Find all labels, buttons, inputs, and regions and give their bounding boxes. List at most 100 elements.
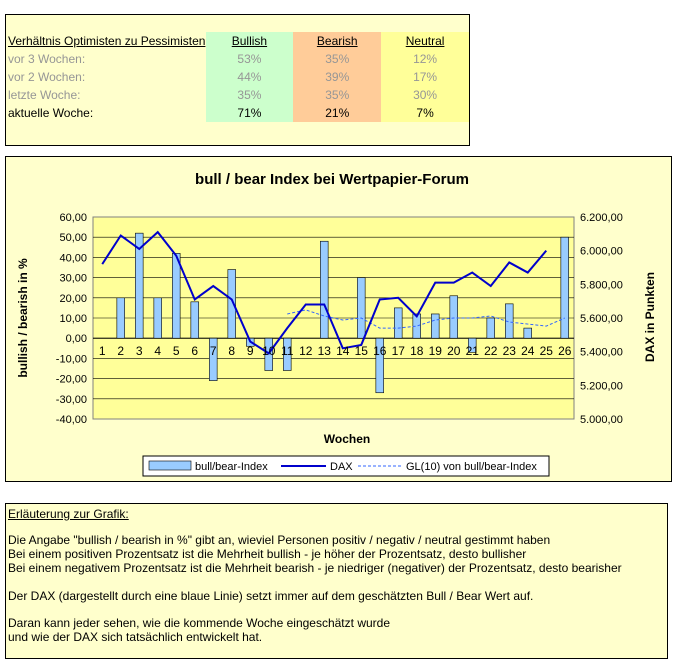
y-tick-label: 0,00 xyxy=(66,333,87,345)
x-tick-label: 25 xyxy=(540,344,554,358)
bar xyxy=(560,236,569,339)
dax-line xyxy=(101,230,548,355)
y-tick-label: -20,00 xyxy=(56,374,87,386)
table-row: vor 3 Wochen: 53% 35% 12% xyxy=(6,50,469,68)
explanation-line: Bei einem positiven Prozentsatz ist die … xyxy=(8,547,527,561)
table-row: letzte Woche: 35% 35% 30% xyxy=(6,86,469,104)
x-tick-label: 15 xyxy=(355,344,369,358)
legend-label-dax: DAX xyxy=(330,461,353,473)
y-tick-label: -40,00 xyxy=(56,414,87,426)
x-tick-label: 14 xyxy=(336,344,350,358)
bar xyxy=(116,297,125,339)
x-tick-label: 19 xyxy=(429,344,443,358)
y-tick-label: -10,00 xyxy=(56,353,87,365)
bar xyxy=(505,303,514,339)
cell-neutral: 7% xyxy=(381,104,469,122)
sentiment-table-panel: Verhältnis Optimisten zu Pessimisten Bul… xyxy=(5,14,470,146)
y2-axis-ticks: 6.200,00 6.000,00 5.800,00 5.600,00 5.400,00… xyxy=(580,212,623,426)
ma-line xyxy=(287,309,565,329)
cell-bullish: 35% xyxy=(205,86,294,104)
moving-average-series xyxy=(287,309,565,329)
cell-bullish: 71% xyxy=(205,104,294,122)
x-tick-label: 16 xyxy=(373,344,387,358)
x-tick-label: 18 xyxy=(410,344,424,358)
x-tick-label: 13 xyxy=(318,344,332,358)
y-axis-ticks: 60,00 50,00 40,00 30,00 20,00 10,00 0,00 -10,00… xyxy=(56,212,87,426)
bar xyxy=(227,269,236,339)
row-label: aktuelle Woche: xyxy=(8,106,94,120)
x-tick-label: 2 xyxy=(117,344,124,358)
x-tick-label: 7 xyxy=(210,344,217,358)
x-tick-label: 4 xyxy=(154,344,161,358)
bar xyxy=(486,317,495,339)
y-tick-label: 60,00 xyxy=(59,212,87,224)
row-label: vor 2 Wochen: xyxy=(8,70,86,84)
x-tick-label: 6 xyxy=(191,344,198,358)
x-tick-label: 11 xyxy=(281,344,294,358)
y2-tick-label: 5.400,00 xyxy=(580,347,623,359)
y2-tick-label: 5.800,00 xyxy=(580,279,623,291)
x-axis-label: Wochen xyxy=(324,432,370,446)
cell-bearish: 35% xyxy=(293,50,382,68)
legend-box xyxy=(142,455,550,477)
col-header-bearish: Bearish xyxy=(293,32,382,50)
bar xyxy=(190,301,199,339)
x-tick-label: 5 xyxy=(173,344,180,358)
cell-bullish: 44% xyxy=(205,68,294,86)
bull-bear-chart: bull / bear Index bei Wertpapier-Forum 1… xyxy=(16,171,657,477)
bar xyxy=(449,295,458,339)
y-tick-label: 10,00 xyxy=(59,313,87,325)
legend-label-bars: bull/bear-Index xyxy=(195,461,268,473)
row-label: vor 3 Wochen: xyxy=(8,52,86,66)
legend: bull/bear-Index DAX GL(10) von bull/bear… xyxy=(142,455,550,477)
x-tick-label: 3 xyxy=(136,344,143,358)
col-header-bullish: Bullish xyxy=(205,32,294,50)
explanation-panel: Erläuterung zur Grafik: Die Angabe "bull… xyxy=(5,503,668,659)
y2-axis-label: DAX in Punkten xyxy=(643,272,657,362)
cell-neutral: 12% xyxy=(381,50,469,68)
chart-panel: bull / bear Index bei Wertpapier-Forum 1… xyxy=(5,156,672,482)
y-tick-label: 40,00 xyxy=(59,252,87,264)
y2-tick-label: 5.600,00 xyxy=(580,313,623,325)
y-tick-label: 30,00 xyxy=(59,273,87,285)
cell-neutral: 30% xyxy=(381,86,469,104)
bar xyxy=(172,253,181,339)
explanation-line: Die Angabe "bullish / bearish in %" gibt… xyxy=(8,533,551,547)
y2-tick-label: 5.000,00 xyxy=(580,414,623,426)
dax-series xyxy=(101,230,548,355)
table-row: vor 2 Wochen: 44% 39% 17% xyxy=(6,68,469,86)
x-tick-label: 23 xyxy=(503,344,517,358)
cell-bearish: 39% xyxy=(293,68,382,86)
bar xyxy=(523,327,532,339)
cell-bearish: 35% xyxy=(293,86,382,104)
x-tick-label: 22 xyxy=(484,344,498,358)
x-tick-label: 1 xyxy=(99,344,106,358)
bar-series xyxy=(116,232,569,394)
chart-title: bull / bear Index bei Wertpapier-Forum xyxy=(195,171,469,188)
x-axis-ticks: 1 2 3 4 5 6 7 8 9 10 11 12 13 14 15 16 17 18 19 20 21 22 23 24 2… xyxy=(99,344,572,358)
y2-tick-label: 5.200,00 xyxy=(580,380,623,392)
cell-bullish: 53% xyxy=(205,50,294,68)
cell-neutral: 17% xyxy=(381,68,469,86)
explanation-heading: Erläuterung zur Grafik: xyxy=(8,507,129,521)
x-tick-label: 17 xyxy=(392,344,406,358)
legend-label-ma: GL(10) von bull/bear-Index xyxy=(406,461,537,473)
x-tick-label: 20 xyxy=(447,344,461,358)
y-axis-label: bullish / bearish in % xyxy=(16,258,30,378)
explanation-line: Bei einem negativem Prozentsatz ist die … xyxy=(8,561,622,575)
bar xyxy=(375,337,384,394)
bar xyxy=(357,277,366,339)
bar xyxy=(468,337,477,353)
x-tick-label: 9 xyxy=(247,344,254,358)
bar xyxy=(153,297,162,339)
x-tick-label: 26 xyxy=(558,344,572,358)
x-tick-label: 21 xyxy=(466,344,480,358)
x-tick-label: 8 xyxy=(228,344,235,358)
cell-bearish: 21% xyxy=(293,104,382,122)
x-tick-label: 12 xyxy=(299,344,313,358)
table-title: Verhältnis Optimisten zu Pessimisten xyxy=(8,34,206,48)
explanation-line: Daran kann jeder sehen, wie die kommende… xyxy=(8,616,390,630)
explanation-line: Der DAX (dargestellt durch eine blaue Li… xyxy=(8,589,534,603)
y-tick-label: 50,00 xyxy=(59,232,87,244)
y2-tick-label: 6.000,00 xyxy=(580,246,623,258)
